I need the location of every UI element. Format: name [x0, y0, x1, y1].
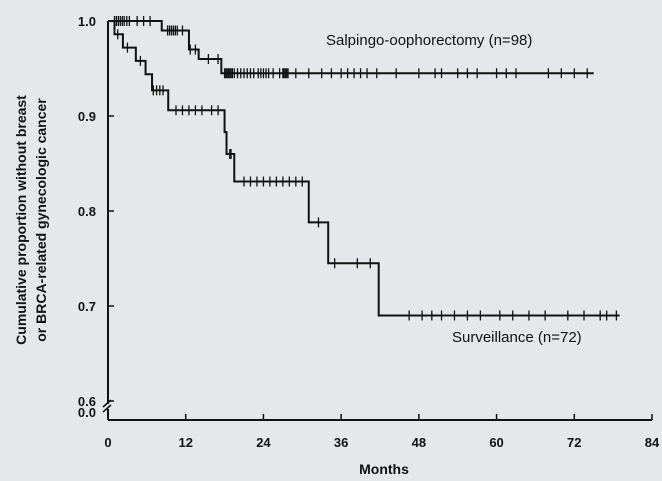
series-label-salpingo: Salpingo-oophorectomy (n=98) — [326, 32, 532, 49]
x-tick-label: 48 — [412, 435, 426, 450]
x-tick-label: 0 — [104, 435, 111, 450]
km-series-line-surveillance — [108, 20, 620, 317]
x-tick-label: 12 — [178, 435, 192, 450]
y-tick-label: 0.9 — [78, 109, 96, 124]
x-tick-label: 60 — [489, 435, 503, 450]
axes-layer: 1.0 0.9 0.8 0.7 0.60.0 0 12 24 36 48 60 72 84 — [78, 14, 660, 450]
x-tick-label: 84 — [645, 435, 660, 450]
x-tick-label: 72 — [567, 435, 581, 450]
km-series-line-salpingo — [108, 20, 594, 75]
y-axis-title-line2: or BRCA-related gynecologic cancer — [33, 98, 49, 342]
y-tick-label: 1.0 — [78, 14, 96, 29]
series-label-surveillance: Surveillance (n=72) — [452, 329, 582, 346]
y-tick-label: 0.8 — [78, 204, 96, 219]
y-tick-label-origin: 0.0 — [78, 405, 96, 420]
series-layer — [108, 20, 620, 317]
censor-marks-layer — [113, 16, 618, 321]
x-axis-title: Months — [359, 461, 409, 477]
y-tick-label: 0.6 — [78, 394, 96, 409]
x-tick-label: 24 — [256, 435, 271, 450]
x-tick-label: 36 — [334, 435, 348, 450]
y-tick-label: 0.7 — [78, 299, 96, 314]
labels-layer: Salpingo-oophorectomy (n=98) Surveillanc… — [13, 32, 582, 477]
y-axis-title-line1: Cumulative proportion without breast — [13, 95, 29, 345]
